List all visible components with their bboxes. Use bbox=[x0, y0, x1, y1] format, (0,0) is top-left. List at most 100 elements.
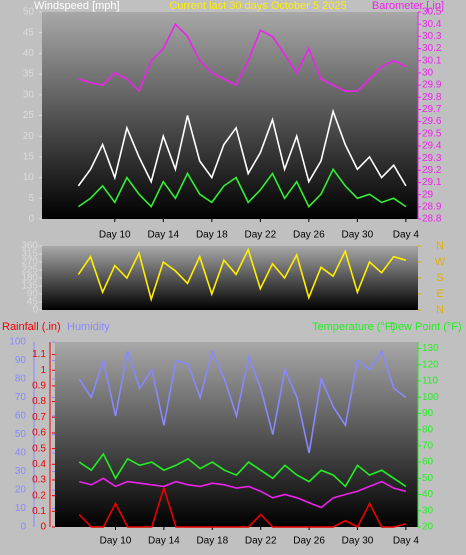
y-tick-label: 50 bbox=[23, 7, 35, 18]
y-tick-label: 40 bbox=[23, 48, 35, 59]
y2-tick-label: 29.6 bbox=[422, 116, 442, 127]
y3-tick-label: 0.3 bbox=[32, 475, 46, 486]
y2-tick-label: 30 bbox=[422, 68, 434, 79]
y2-tick-label: 29.9 bbox=[422, 80, 442, 91]
y2-tick-label: 29.5 bbox=[422, 128, 442, 139]
panel bbox=[42, 12, 418, 219]
x-tick-label: Day 26 bbox=[293, 536, 325, 547]
y2-tick-label: 29.7 bbox=[422, 104, 442, 115]
y-tick-label: 40 bbox=[15, 448, 27, 459]
y2-tick-label: 20 bbox=[422, 522, 434, 533]
y2-tick-label: S bbox=[436, 272, 443, 284]
series-line bbox=[78, 477, 407, 509]
series-label: Dew Point (°F) bbox=[390, 321, 462, 333]
x-tick-label: Day 10 bbox=[100, 536, 132, 547]
y-tick-label: 90 bbox=[15, 355, 27, 366]
y3-tick-label: 0.5 bbox=[32, 443, 46, 454]
panel bbox=[55, 342, 418, 527]
y2-tick-label: 28.8 bbox=[422, 214, 442, 225]
y-tick-label: 0 bbox=[28, 214, 34, 225]
y-tick-label: 70 bbox=[15, 392, 27, 403]
y-tick-label: 45 bbox=[23, 27, 35, 38]
y2-tick-label: 29.1 bbox=[422, 177, 442, 188]
y-tick-label: 30 bbox=[23, 89, 35, 100]
y3-tick-label: 0.8 bbox=[32, 396, 46, 407]
y-tick-label: 60 bbox=[15, 411, 27, 422]
y2-tick-label: N bbox=[436, 240, 444, 252]
y2-tick-label: 120 bbox=[422, 359, 439, 370]
y3-tick-label: 1.1 bbox=[32, 349, 46, 360]
y2-tick-label: W bbox=[435, 256, 446, 268]
y2-tick-label: 60 bbox=[422, 457, 434, 468]
y2-tick-label: 29.3 bbox=[422, 153, 442, 164]
y-tick-label: 80 bbox=[15, 374, 27, 385]
y-tick-label: 0 bbox=[32, 305, 38, 316]
y2-tick-label: 30.2 bbox=[422, 43, 442, 54]
y2-tick-label: 30.4 bbox=[422, 19, 442, 30]
y2-tick-label: 90 bbox=[422, 408, 434, 419]
y3-tick-label: 0.1 bbox=[32, 506, 46, 517]
y2-tick-label: 28.9 bbox=[422, 201, 442, 212]
y-tick-label: 315 bbox=[21, 249, 38, 260]
y2-tick-label: 29.4 bbox=[422, 141, 442, 152]
series-line bbox=[78, 452, 407, 488]
y-tick-label: 45 bbox=[27, 297, 39, 308]
x-tick-label: Day 4 bbox=[393, 230, 420, 241]
y2-tick-label: 30.5 bbox=[422, 7, 442, 18]
y3-tick-label: 0.2 bbox=[32, 490, 46, 501]
x-tick-label: Day 18 bbox=[196, 230, 228, 241]
y3-tick-label: 1 bbox=[40, 365, 46, 376]
series-line bbox=[78, 22, 407, 93]
series-line bbox=[77, 167, 407, 208]
y2-tick-label: 29.2 bbox=[422, 165, 442, 176]
x-tick-label: Day 30 bbox=[342, 230, 374, 241]
panel bbox=[42, 246, 418, 310]
y2-tick-label: N bbox=[436, 304, 444, 316]
y-tick-label: 135 bbox=[21, 281, 38, 292]
series-label: Barometer [.in] bbox=[372, 0, 444, 12]
series-line bbox=[77, 247, 407, 303]
series-line bbox=[78, 485, 407, 529]
chart-title: Current last 30 days October 5 2025 bbox=[169, 0, 346, 12]
series-line bbox=[78, 348, 407, 454]
y2-tick-label: 110 bbox=[422, 376, 438, 387]
y2-tick-label: 100 bbox=[422, 392, 439, 403]
y-tick-label: 20 bbox=[23, 131, 35, 142]
y2-tick-label: 30.3 bbox=[422, 31, 442, 42]
y3-tick-label: 0.9 bbox=[32, 381, 46, 392]
y-tick-label: 0 bbox=[20, 522, 26, 533]
series-label: Temperature (°F) bbox=[312, 321, 395, 333]
y2-tick-label: 130 bbox=[422, 343, 439, 354]
y3-tick-label: 0.7 bbox=[32, 412, 46, 423]
y-tick-label: 25 bbox=[23, 110, 35, 121]
x-tick-label: Day 14 bbox=[148, 536, 180, 547]
y-tick-label: 10 bbox=[15, 503, 27, 514]
x-tick-label: Day 14 bbox=[147, 230, 179, 241]
y-tick-label: 225 bbox=[21, 265, 38, 276]
y2-tick-label: 29.8 bbox=[422, 92, 442, 103]
y-tick-label: 20 bbox=[15, 485, 27, 496]
y2-tick-label: 80 bbox=[422, 424, 434, 435]
y2-tick-label: 70 bbox=[422, 441, 434, 452]
x-tick-label: Day 18 bbox=[196, 536, 228, 547]
series-line bbox=[77, 108, 407, 187]
y-tick-label: 10 bbox=[23, 172, 35, 183]
y2-tick-label: 50 bbox=[422, 473, 434, 484]
y3-tick-label: 0.6 bbox=[32, 428, 46, 439]
y2-tick-label: 30.1 bbox=[422, 55, 442, 66]
x-tick-label: Day 22 bbox=[245, 536, 277, 547]
x-tick-label: Day 4 bbox=[393, 536, 420, 547]
y-tick-label: 100 bbox=[9, 337, 26, 348]
y-tick-label: 180 bbox=[21, 273, 38, 284]
series-label: Rainfall (.in) bbox=[2, 321, 61, 333]
y-tick-label: 30 bbox=[15, 466, 27, 477]
x-tick-label: Day 26 bbox=[293, 230, 325, 241]
x-tick-label: Day 22 bbox=[244, 230, 276, 241]
series-label: Humidity bbox=[67, 321, 110, 333]
y-tick-label: 35 bbox=[23, 69, 35, 80]
y-tick-label: 50 bbox=[15, 429, 27, 440]
y2-tick-label: 29 bbox=[422, 189, 434, 200]
y-tick-label: 5 bbox=[28, 193, 34, 204]
y2-tick-label: E bbox=[436, 288, 443, 300]
